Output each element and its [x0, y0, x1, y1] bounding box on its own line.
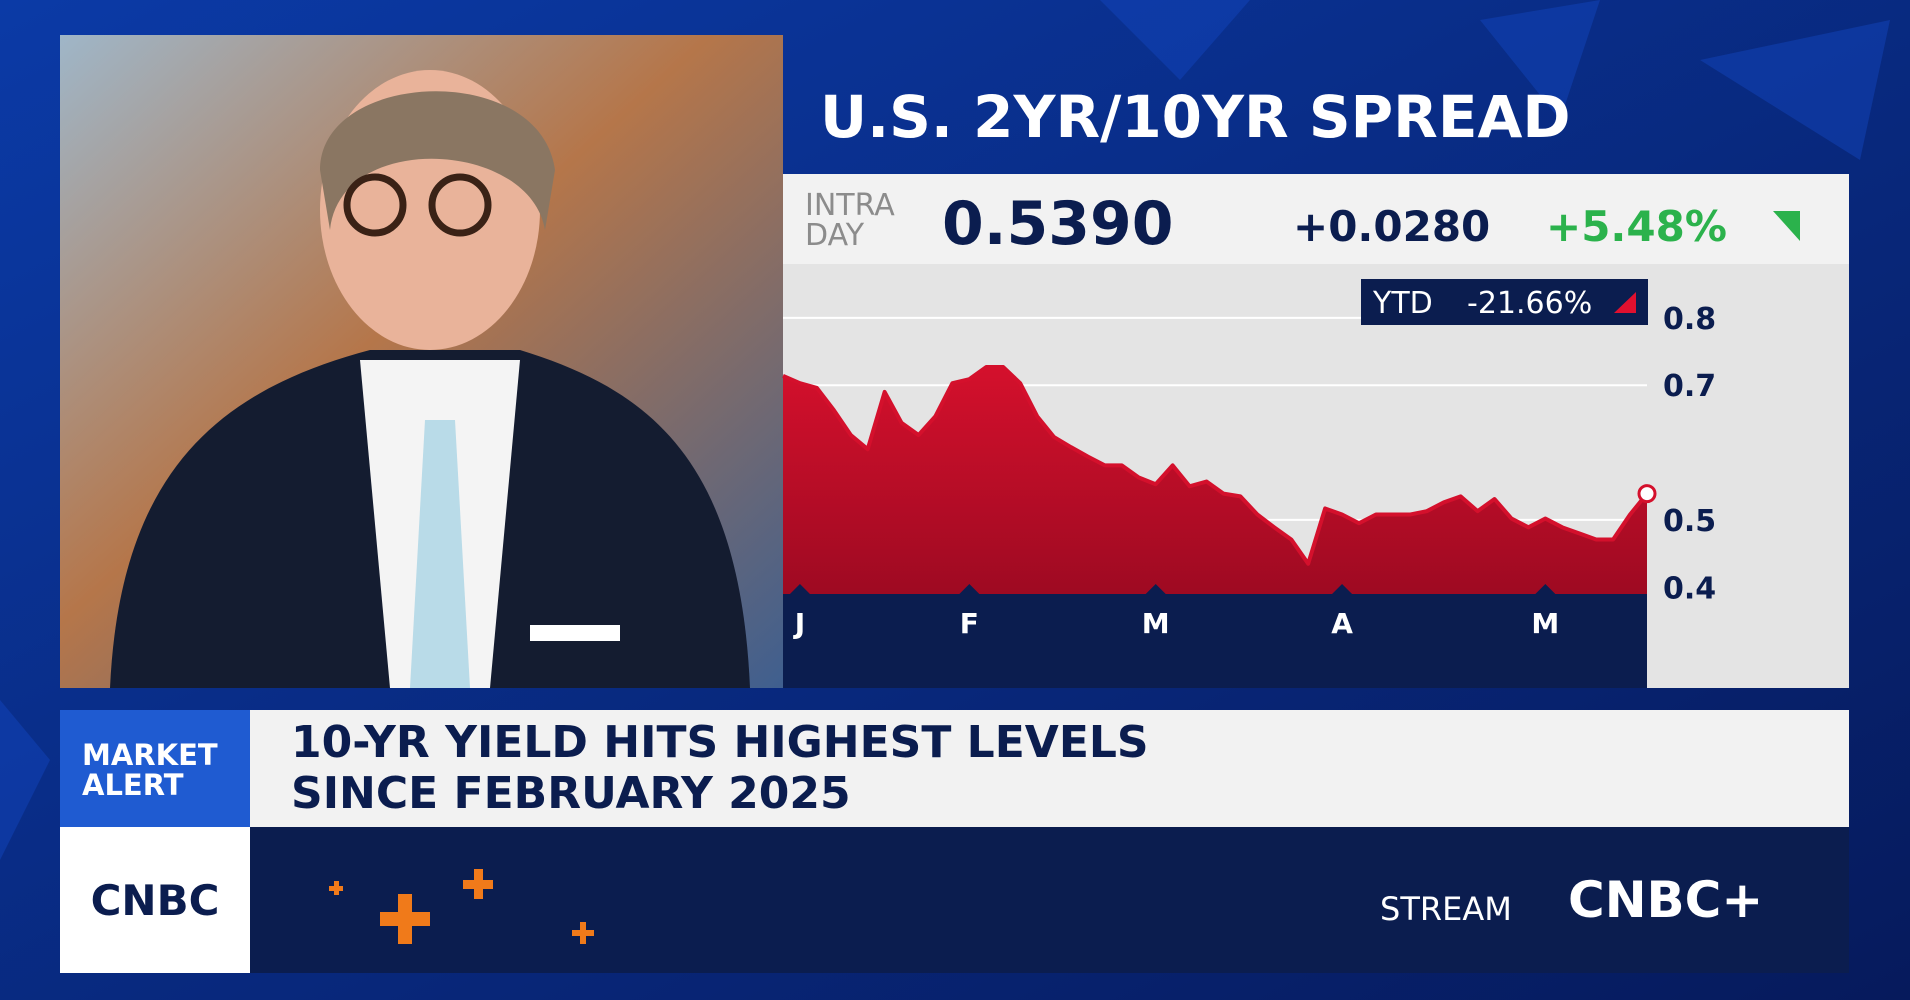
down-arrow: [1614, 292, 1636, 313]
footer-bar: [250, 827, 1849, 973]
month-marker: [1145, 584, 1166, 594]
headline-box: [250, 710, 1849, 827]
market-alert-tag: [60, 710, 250, 827]
stream-label: STREAM: [1380, 890, 1512, 928]
x-tick-label: F: [960, 607, 979, 640]
background-pattern: [0, 0, 1890, 860]
stream-logo: CNBC+: [1568, 871, 1763, 929]
chart: 0.8 0.7 0.5 0.4 J F M A M: [782, 302, 1716, 688]
presenter: [110, 70, 750, 688]
logo-box: [60, 827, 250, 973]
x-tick-label: A: [1331, 607, 1353, 640]
month-marker: [959, 584, 980, 594]
area: [783, 367, 1647, 594]
y-tick-label: 0.7: [1663, 369, 1716, 404]
x-tick-label: J: [793, 607, 805, 640]
last-price: 0.5390: [942, 189, 1174, 259]
ytd-change: -21.66%: [1467, 286, 1592, 321]
ytd-label: YTD: [1372, 286, 1433, 321]
decoration: [329, 869, 594, 944]
tag-text: MARKET: [82, 738, 218, 772]
y-tick-label: 0.8: [1663, 302, 1716, 337]
last-point: [1637, 484, 1657, 504]
y-tick-label: 0.4: [1663, 571, 1716, 606]
quote-header: [783, 174, 1849, 264]
x-tick-label: M: [1531, 607, 1559, 640]
percent-change: +5.48%: [1546, 202, 1727, 251]
intraday-label: DAY: [805, 218, 865, 253]
price-change: +0.0280: [1293, 202, 1490, 251]
intraday-label: INTRA: [805, 188, 895, 223]
month-marker: [789, 584, 810, 594]
up-arrow: [1773, 211, 1800, 241]
ytd-box: [1361, 279, 1648, 325]
tag-text: ALERT: [82, 768, 184, 802]
y-tick-label: 0.5: [1663, 504, 1716, 539]
month-marker: [1535, 584, 1556, 594]
x-tick-label: M: [1142, 607, 1170, 640]
month-marker: [1332, 584, 1353, 594]
headline: SINCE FEBRUARY 2025: [291, 768, 851, 819]
chart-title: U.S. 2YR/10YR SPREAD: [820, 83, 1571, 151]
headline: 10-YR YIELD HITS HIGHEST LEVELS: [291, 717, 1149, 768]
month-bar: [783, 594, 1647, 688]
network-logo: CNBC: [91, 876, 220, 925]
line: [782, 365, 1649, 566]
